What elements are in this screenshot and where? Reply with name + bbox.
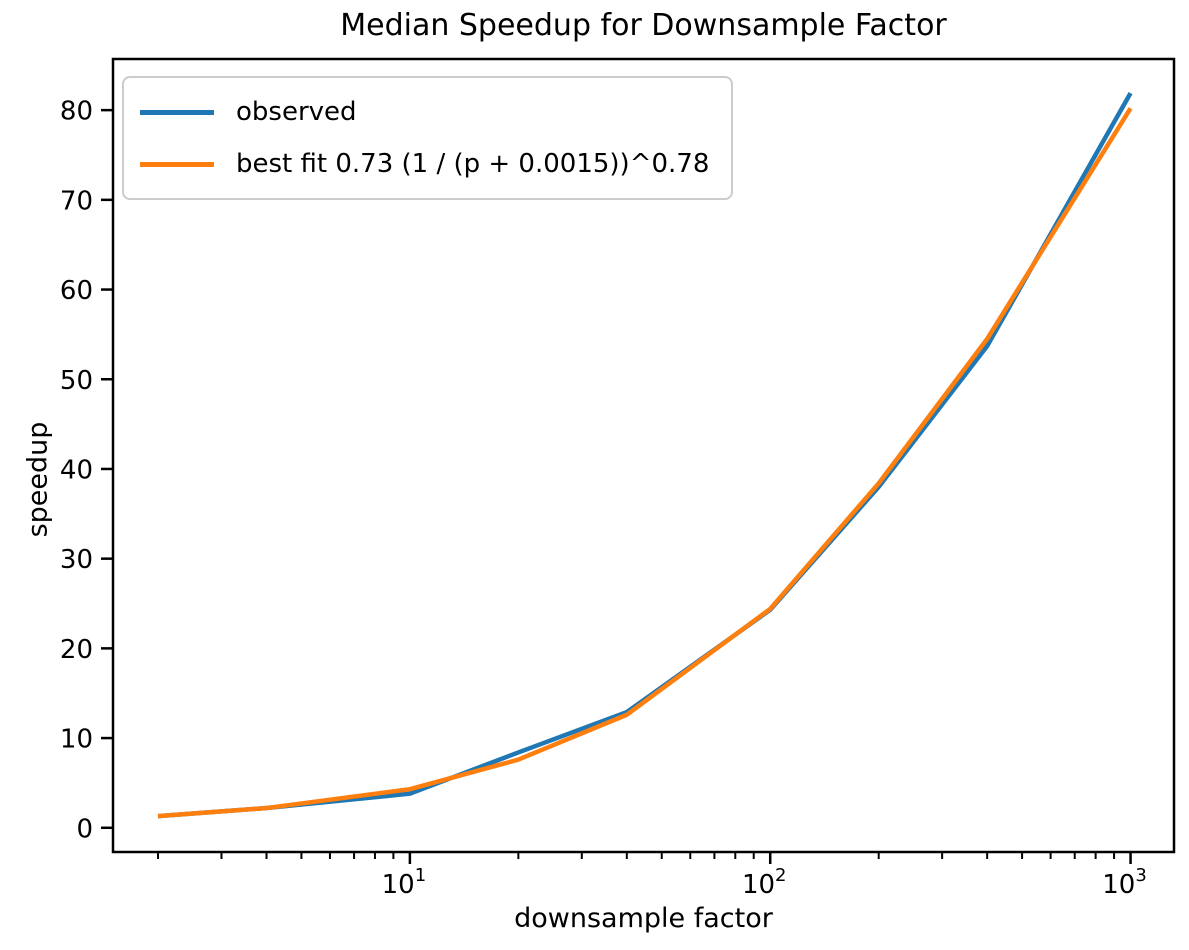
y-axis-tick-label: 80 bbox=[60, 97, 93, 127]
y-axis-tick-label: 40 bbox=[60, 455, 93, 485]
observed-line-sample-icon bbox=[140, 109, 214, 115]
series-line-observed bbox=[157, 91, 1133, 819]
legend-item-best-fit: best fit 0.73 (1 / (p + 0.0015))^0.78 bbox=[140, 138, 709, 190]
legend: observed best fit 0.73 (1 / (p + 0.0015)… bbox=[122, 76, 734, 200]
y-axis-tick-label: 70 bbox=[60, 186, 93, 216]
chart-title: Median Speedup for Downsample Factor bbox=[340, 8, 947, 43]
x-axis-tick-label: 103 bbox=[1102, 865, 1147, 900]
y-axis-label: speedup bbox=[22, 421, 54, 538]
y-axis-tick-label: 0 bbox=[76, 814, 93, 844]
y-axis-tick-label: 10 bbox=[60, 725, 93, 755]
y-axis-tick-label: 60 bbox=[60, 276, 93, 306]
series-line-best-fit bbox=[157, 107, 1133, 819]
x-axis-tick-label: 102 bbox=[742, 865, 787, 900]
best-fit-line-sample-icon bbox=[140, 161, 214, 167]
axes-spines bbox=[111, 57, 1176, 854]
legend-label-best-fit: best fit 0.73 (1 / (p + 0.0015))^0.78 bbox=[236, 149, 710, 179]
x-axis-tick-label: 101 bbox=[382, 865, 427, 900]
legend-label-observed: observed bbox=[236, 97, 357, 127]
x-axis-label: downsample factor bbox=[514, 903, 773, 934]
y-axis-tick-label: 50 bbox=[60, 366, 93, 396]
legend-item-observed: observed bbox=[140, 86, 709, 138]
y-axis-tick-label: 20 bbox=[60, 635, 93, 665]
y-axis-tick-label: 30 bbox=[60, 545, 93, 575]
